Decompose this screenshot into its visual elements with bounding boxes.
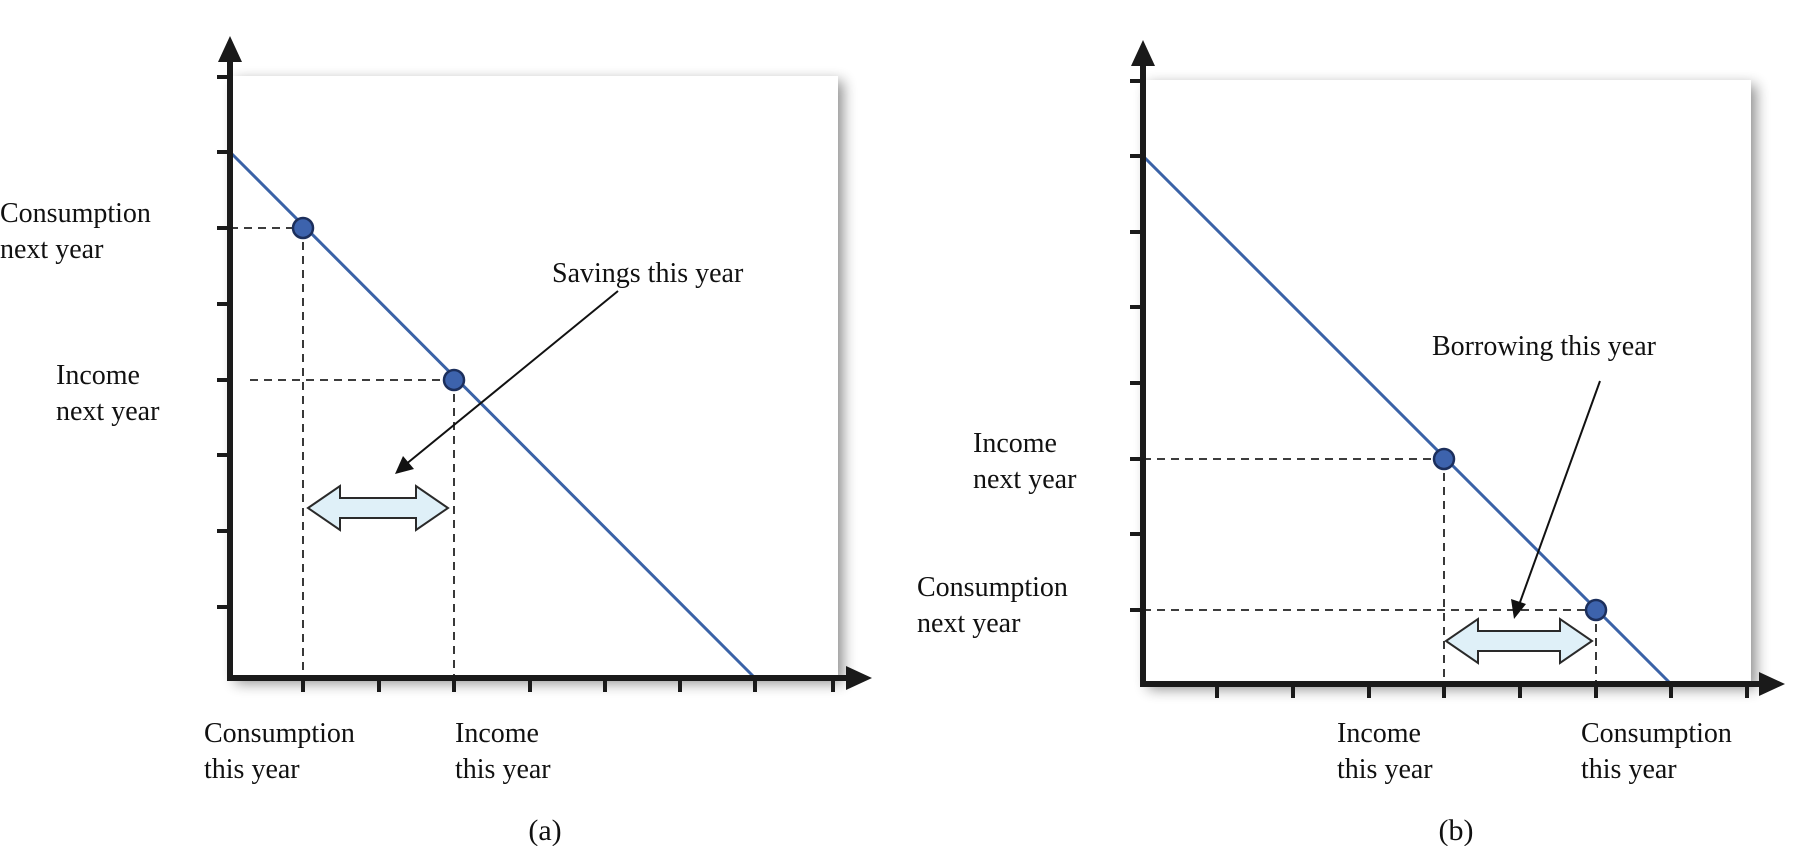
plot-area-a: [230, 76, 838, 678]
y-label-consumption-next-year-a: Consumption next year: [0, 198, 158, 265]
ticks-b: [1130, 79, 1749, 698]
ticks-a: [217, 75, 835, 692]
guides-b: [1143, 458, 1597, 684]
annotation-borrowing: Borrowing this year: [1432, 331, 1657, 362]
y-label-consumption-next-year-b: Consumption next year: [917, 572, 1075, 639]
axes-b: [1131, 40, 1785, 696]
borrowing-pointer-arrow: [1511, 380, 1601, 619]
x-label-consumption-this-year-a: Consumption this year: [204, 718, 362, 785]
point-income-a: [442, 368, 466, 392]
point-income-b: [1432, 447, 1456, 471]
axes-a: [218, 36, 872, 690]
panel-b: Borrowing this year Income next year Con…: [917, 40, 1785, 846]
panel-a: Savings this year Consumption next year …: [0, 36, 872, 846]
annotation-savings: Savings this year: [552, 258, 744, 289]
x-label-consumption-this-year-b: Consumption this year: [1581, 718, 1739, 785]
point-consumption-a: [291, 216, 315, 240]
point-consumption-b: [1584, 598, 1608, 622]
budget-line-a: [228, 150, 757, 680]
panel-caption-a: (a): [528, 814, 561, 846]
y-label-income-next-year-a: Income next year: [56, 360, 160, 427]
x-label-income-this-year-a: Income this year: [455, 718, 551, 785]
borrowing-double-arrow: [1444, 617, 1594, 665]
budget-line-b: [1141, 154, 1673, 686]
savings-pointer-arrow: [395, 290, 619, 474]
savings-double-arrow: [306, 484, 450, 532]
plot-area-b: [1143, 80, 1751, 684]
guides-a: [230, 227, 455, 678]
y-label-income-next-year-b: Income next year: [973, 428, 1077, 495]
panel-caption-b: (b): [1439, 814, 1474, 846]
x-label-income-this-year-b: Income this year: [1337, 718, 1433, 785]
